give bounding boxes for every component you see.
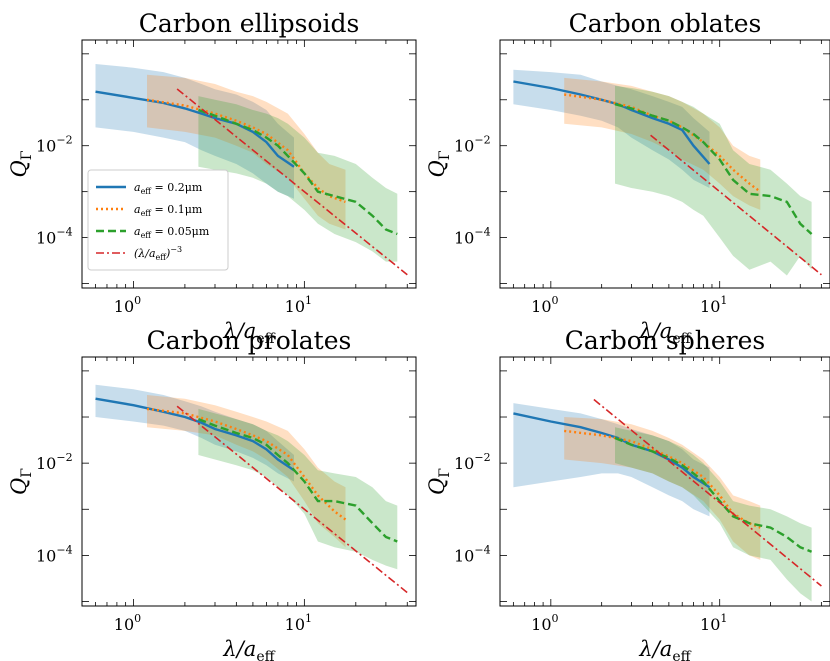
series-line-1 (564, 93, 762, 193)
axes-frame (81, 39, 417, 289)
series-line-2 (198, 108, 398, 236)
x-axis-label: λ/aeff (222, 637, 275, 661)
y-tick-label: 10−4 (454, 543, 491, 565)
y-axis-label: QΓ (425, 468, 453, 495)
series-band-0 (513, 69, 710, 188)
chart-title: Carbon spheres (565, 326, 765, 355)
subplot-1: 100 101 10−2 10−4 Carbon ellipsoids λ/aeff QΓ a… (7, 9, 417, 347)
legend-box (87, 169, 229, 271)
y-tick-label: 10−4 (36, 226, 73, 248)
plot-area (513, 69, 822, 276)
axes-frame (499, 356, 830, 607)
series-line-2 (197, 417, 398, 543)
chart-title: Carbon oblates (569, 9, 762, 38)
y-tick-label: 10−4 (454, 226, 491, 248)
legend-label: (λ/aeff)−3 (134, 245, 182, 262)
series-line-3 (593, 398, 822, 587)
series-band-2 (615, 427, 812, 602)
legend-label: aeff = 0.1μm (134, 203, 203, 218)
series-band-1 (564, 77, 761, 210)
plot-area (95, 384, 408, 594)
series-line-0 (513, 80, 711, 165)
x-tick-label: 101 (285, 612, 312, 634)
axes-frame (81, 356, 417, 607)
y-tick-label: 10−2 (36, 451, 73, 473)
x-axis-label: λ/aeff (638, 319, 691, 347)
x-tick-label: 100 (114, 294, 141, 316)
series-band-1 (147, 395, 346, 548)
series-band-0 (95, 64, 294, 199)
axes-frame (499, 39, 830, 289)
x-tick-label: 100 (531, 294, 558, 316)
y-tick-label: 10−4 (36, 543, 73, 565)
series-band-1 (564, 417, 761, 560)
series-band-2 (198, 96, 398, 262)
series-line-3 (650, 134, 822, 276)
plot-area (95, 64, 408, 276)
x-tick-label: 100 (114, 612, 141, 634)
x-axis-label: λ/aeff (638, 637, 691, 661)
legend: aeff = 0.2μm aeff = 0.1μm aeff = 0.05μm (λ/… (87, 169, 229, 271)
y-axis-label: QΓ (7, 150, 35, 177)
series-band-1 (147, 74, 346, 230)
series-band-2 (615, 85, 812, 276)
legend-label: aeff = 0.2μm (134, 181, 203, 196)
series-line-3 (176, 405, 408, 594)
plot-area (513, 398, 822, 602)
x-tick-label: 101 (285, 294, 312, 316)
subplot-4: 100 101 10−2 10−4 Carbon spheres λ/aeff QΓ (425, 326, 830, 661)
y-tick-label: 10−2 (454, 451, 491, 473)
subplot-2: 100 101 10−2 10−4 Carbon oblates λ/aeff QΓ (425, 9, 830, 347)
x-tick-label: 101 (700, 294, 727, 316)
y-axis-label: QΓ (7, 468, 35, 495)
chart-title: Carbon ellipsoids (139, 9, 360, 38)
subplot-3: 100 101 10−2 10−4 Carbon prolates λ/aeff QΓ (7, 326, 417, 661)
legend-label: aeff = 0.05μm (134, 225, 210, 240)
x-tick-label: 101 (700, 612, 727, 634)
series-line-2 (614, 436, 813, 553)
series-band-0 (513, 403, 710, 517)
y-tick-label: 10−2 (36, 134, 73, 156)
series-band-2 (198, 408, 398, 570)
y-axis-label: QΓ (425, 150, 453, 177)
series-line-3 (176, 88, 408, 276)
x-axis-label: λ/aeff (222, 319, 275, 347)
series-line-2 (614, 103, 813, 235)
y-tick-label: 10−2 (454, 134, 491, 156)
x-tick-label: 100 (531, 612, 558, 634)
chart-title: Carbon prolates (147, 326, 352, 355)
